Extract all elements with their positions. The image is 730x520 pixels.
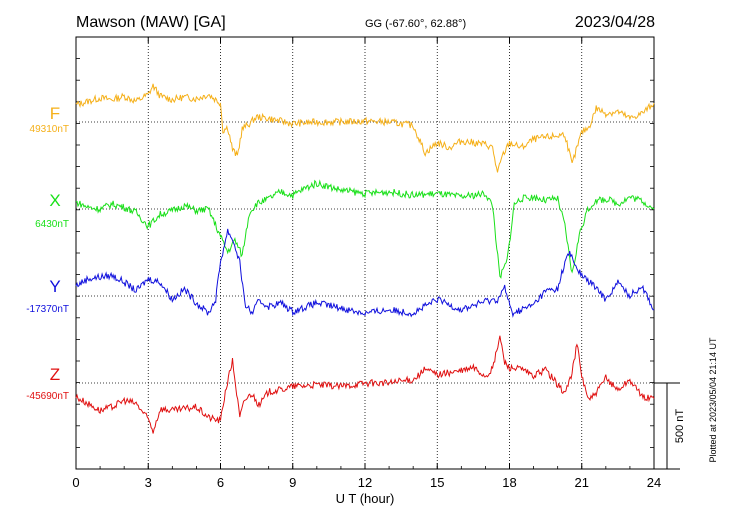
series-line-f bbox=[75, 83, 655, 173]
scale-bar-label: 500 nT bbox=[674, 409, 686, 444]
series-name-z: Z bbox=[50, 365, 60, 384]
x-tick-label: 24 bbox=[647, 475, 661, 490]
x-tick-label: 9 bbox=[289, 475, 296, 490]
series-line-x bbox=[76, 179, 655, 279]
coords-label: GG (-67.60°, 62.88°) bbox=[365, 18, 466, 30]
series-name-x: X bbox=[49, 191, 60, 210]
vertical-gridlines bbox=[147, 37, 583, 469]
date-label: 2023/04/28 bbox=[575, 14, 655, 31]
x-tick-label: 21 bbox=[575, 475, 589, 490]
x-tick-label: 0 bbox=[72, 475, 79, 490]
x-tick-label: 15 bbox=[430, 475, 444, 490]
x-tick-label: 18 bbox=[502, 475, 516, 490]
x-axis-label: U T (hour) bbox=[336, 491, 395, 506]
x-axis-ticks: 0 3 6 9 12 15 18 21 24 bbox=[72, 36, 661, 490]
series-baseline-y: -17370nT bbox=[26, 304, 69, 315]
series-lines bbox=[75, 83, 655, 434]
x-tick-label: 6 bbox=[217, 475, 224, 490]
scale-bar: 500 nT bbox=[654, 382, 686, 470]
series-name-f: F bbox=[50, 104, 60, 123]
x-tick-label: 12 bbox=[358, 475, 372, 490]
station-title: Mawson (MAW) [GA] bbox=[76, 14, 226, 31]
series-name-y: Y bbox=[49, 277, 60, 296]
series-baseline-f: 49310nT bbox=[30, 124, 69, 135]
plotted-at-note: Plotted at 2023/05/04 21:14 UT bbox=[708, 337, 718, 463]
series-baseline-x: 6430nT bbox=[35, 219, 69, 230]
x-tick-label: 3 bbox=[145, 475, 152, 490]
series-line-y bbox=[75, 228, 654, 318]
series-line-z bbox=[75, 335, 655, 434]
series-baseline-z: -45690nT bbox=[26, 391, 69, 402]
